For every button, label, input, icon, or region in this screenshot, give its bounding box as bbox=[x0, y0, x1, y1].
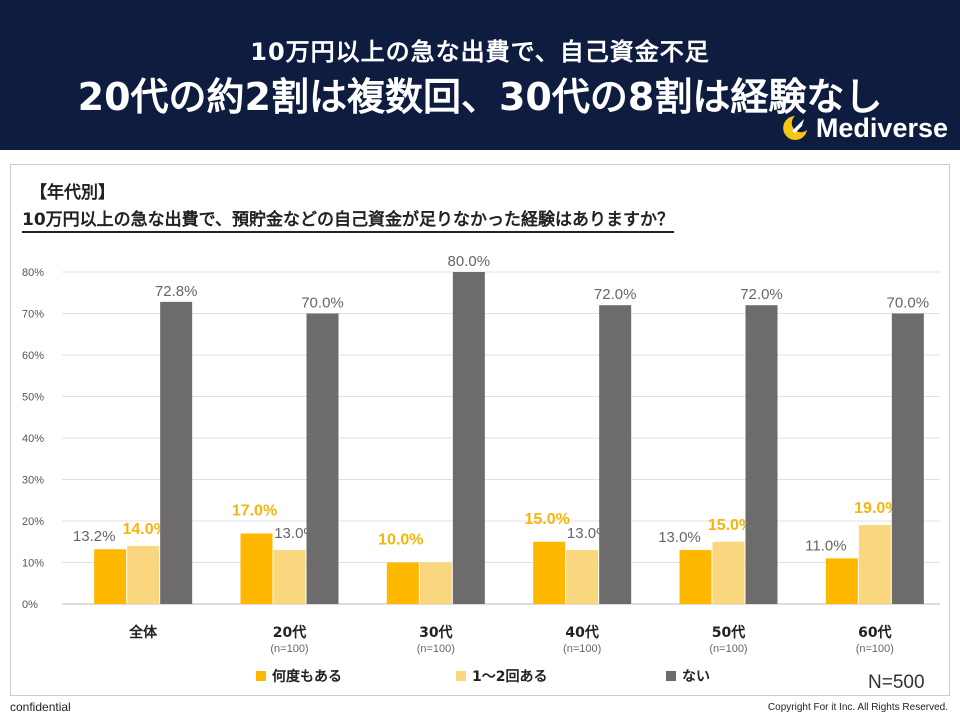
category-label: 20代 bbox=[273, 624, 306, 641]
category-label: 30代 bbox=[419, 624, 452, 641]
legend-swatch-none bbox=[666, 671, 676, 681]
data-label: 15.0% bbox=[708, 517, 753, 534]
bar bbox=[891, 313, 924, 604]
bar bbox=[452, 272, 485, 604]
legend-swatch-many bbox=[256, 671, 266, 681]
question-category: 【年代別】 bbox=[30, 183, 115, 203]
category-sub-label: (n=100) bbox=[563, 643, 601, 655]
data-label: 11.0% bbox=[805, 537, 846, 554]
bar bbox=[419, 562, 452, 604]
category-sub-label: (n=100) bbox=[709, 643, 747, 655]
y-tick-label: 10% bbox=[22, 558, 44, 570]
data-label: 13.2% bbox=[73, 528, 116, 545]
data-label: 13.0% bbox=[658, 529, 701, 546]
category-label: 50代 bbox=[712, 624, 745, 641]
bar bbox=[386, 562, 419, 604]
bar bbox=[94, 549, 127, 604]
rocket-moon-icon bbox=[783, 116, 807, 140]
category-sub-label: (n=100) bbox=[270, 643, 308, 655]
data-label: 72.0% bbox=[594, 286, 637, 303]
bar bbox=[273, 550, 306, 604]
y-tick-label: 50% bbox=[22, 392, 44, 404]
bar bbox=[825, 558, 858, 604]
bar bbox=[533, 541, 566, 604]
category-label: 40代 bbox=[565, 624, 598, 641]
bar bbox=[679, 550, 712, 604]
legend-item-few: 1～2回ある bbox=[456, 666, 547, 686]
bar bbox=[599, 305, 632, 604]
legend-label-few: 1～2回ある bbox=[472, 669, 548, 685]
legend-item-none: ない bbox=[666, 666, 710, 686]
data-label: 17.0% bbox=[232, 502, 277, 519]
bar bbox=[240, 533, 273, 604]
data-label: 10.0% bbox=[378, 532, 423, 549]
bar bbox=[858, 525, 891, 604]
legend-swatch-few bbox=[456, 671, 466, 681]
bar bbox=[160, 301, 193, 604]
data-label: 13.0% bbox=[567, 525, 610, 542]
data-label: 15.0% bbox=[524, 511, 569, 528]
y-tick-label: 60% bbox=[22, 350, 44, 362]
bar bbox=[712, 541, 745, 604]
y-tick-label: 30% bbox=[22, 475, 44, 487]
data-label: 72.8% bbox=[155, 283, 198, 300]
data-label: 70.0% bbox=[887, 295, 930, 312]
bar bbox=[127, 545, 160, 604]
y-tick-label: 20% bbox=[22, 516, 44, 528]
y-tick-label: 80% bbox=[22, 267, 44, 279]
y-tick-label: 40% bbox=[22, 433, 44, 445]
legend-label-none: ない bbox=[682, 669, 710, 685]
header-banner: 10万円以上の急な出費で、自己資金不足 20代の約2割は複数回、30代の8割は経… bbox=[0, 0, 960, 150]
data-label: 70.0% bbox=[301, 295, 344, 312]
footer-confidential: confidential bbox=[10, 700, 71, 714]
bar bbox=[566, 550, 599, 604]
category-label: 60代 bbox=[858, 624, 891, 641]
y-tick-label: 0% bbox=[22, 599, 38, 611]
legend-label-many: 何度もある bbox=[272, 669, 342, 685]
data-label: 14.0% bbox=[122, 521, 167, 538]
bar bbox=[306, 313, 339, 604]
logo: Mediverse bbox=[780, 112, 948, 144]
category-sub-label: (n=100) bbox=[856, 643, 894, 655]
y-tick-label: 70% bbox=[22, 309, 44, 321]
data-label: 13.0% bbox=[274, 525, 317, 542]
header-title: 20代の約2割は複数回、30代の8割は経験なし bbox=[77, 75, 883, 119]
header-subtitle: 10万円以上の急な出費で、自己資金不足 bbox=[250, 38, 710, 66]
category-sub-label: (n=100) bbox=[417, 643, 455, 655]
bar bbox=[745, 305, 778, 604]
data-label: 72.0% bbox=[740, 286, 783, 303]
footer-copyright: Copyright For it Inc. All Rights Reserve… bbox=[767, 702, 948, 713]
data-label: 19.0% bbox=[854, 500, 899, 517]
data-label: 80.0% bbox=[448, 253, 491, 270]
sample-size: N=500 bbox=[868, 672, 925, 693]
question-text: 10万円以上の急な出費で、預貯金などの自己資金が足りなかった経験はありますか？ bbox=[22, 205, 674, 233]
logo-text: Mediverse bbox=[815, 112, 948, 143]
legend-item-many: 何度もある bbox=[256, 666, 342, 686]
category-label: 全体 bbox=[128, 624, 158, 641]
